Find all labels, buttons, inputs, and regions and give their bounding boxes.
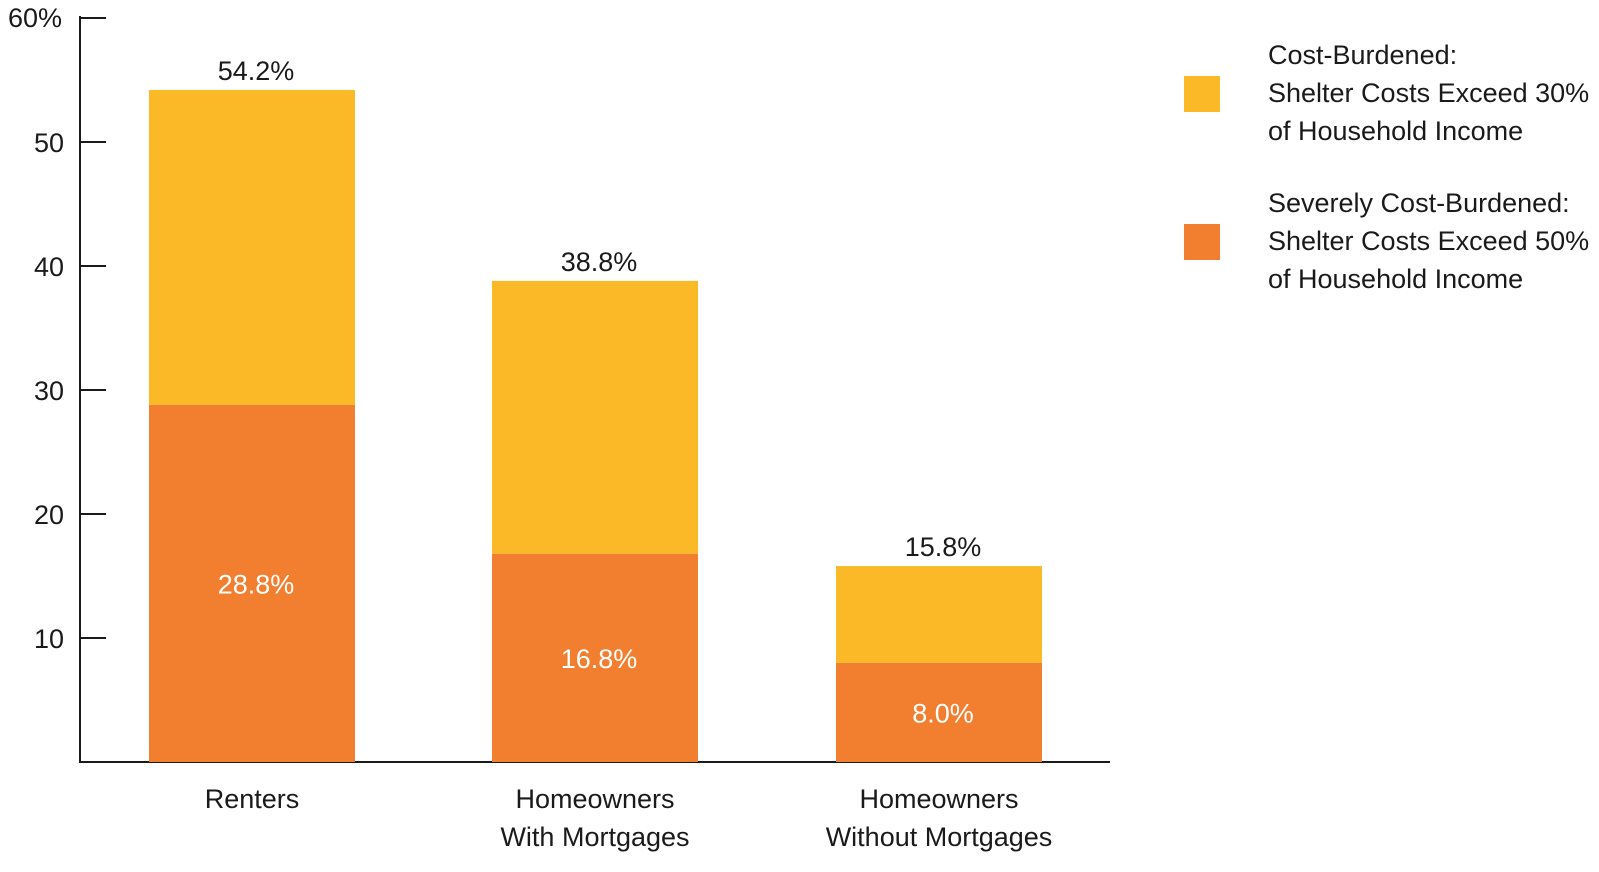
legend-label-line: Cost-Burdened: xyxy=(1268,40,1458,70)
bar-total-label: 54.2% xyxy=(218,56,295,86)
legend-label: Severely Cost-Burdened: Shelter Costs Exc… xyxy=(1268,184,1594,298)
legend: Cost-Burdened: Shelter Costs Exceed 30% of… xyxy=(1184,36,1594,332)
bar-severely-cost-burdened xyxy=(149,404,355,762)
y-tick-label: 60% xyxy=(8,3,62,33)
bar-segment-label: 28.8% xyxy=(218,569,295,599)
legend-swatch xyxy=(1184,76,1220,112)
legend-label-line: Shelter Costs Exceed 30% xyxy=(1268,78,1590,108)
legend-label-line: Shelter Costs Exceed 50% xyxy=(1268,226,1590,256)
bar-segment-label: 16.8% xyxy=(561,644,638,674)
category-label: With Mortgages xyxy=(500,822,689,852)
y-tick-label: 30 xyxy=(34,376,64,406)
y-tick-label: 20 xyxy=(34,500,64,530)
labels: 54.2% 28.8% Renters 38.8% 16.8% Homeowners Wit… xyxy=(205,56,1053,852)
legend-label-line: Severely Cost-Burdened: xyxy=(1268,188,1570,218)
category-label: Homeowners xyxy=(859,784,1018,814)
category-label: Renters xyxy=(205,784,300,814)
bar-cost-burdened xyxy=(149,89,355,405)
bars xyxy=(149,89,1042,762)
bar-segment-label: 8.0% xyxy=(912,698,974,728)
y-tick-label: 10 xyxy=(34,624,64,654)
category-label: Without Mortgages xyxy=(826,822,1053,852)
bar-severely-cost-burdened xyxy=(836,662,1042,762)
bar-cost-burdened xyxy=(836,566,1042,663)
bar-total-label: 15.8% xyxy=(905,532,982,562)
bar-severely-cost-burdened xyxy=(492,553,698,762)
legend-label-line: of Household Income xyxy=(1268,264,1524,294)
category-label: Homeowners xyxy=(515,784,674,814)
legend-label-line: of Household Income xyxy=(1268,116,1524,146)
legend-item: Severely Cost-Burdened: Shelter Costs Exc… xyxy=(1184,184,1594,298)
y-tick-label: 50 xyxy=(34,128,64,158)
bar-total-label: 38.8% xyxy=(561,247,638,277)
y-tick-label: 40 xyxy=(34,252,64,282)
legend-label: Cost-Burdened: Shelter Costs Exceed 30% of… xyxy=(1268,36,1594,150)
legend-item: Cost-Burdened: Shelter Costs Exceed 30% of… xyxy=(1184,36,1594,150)
bar-cost-burdened xyxy=(492,280,698,554)
legend-swatch xyxy=(1184,224,1220,260)
